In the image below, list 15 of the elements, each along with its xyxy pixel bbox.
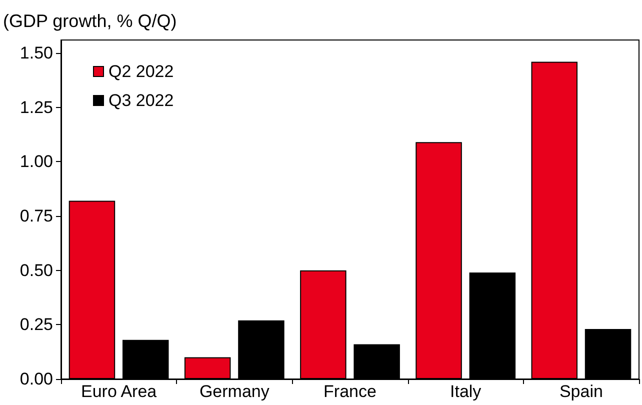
y-axis-title: (GDP growth, % Q/Q) [3,11,177,31]
y-tick-label: 0.50 [20,260,53,280]
x-tick-label: Italy [450,382,482,401]
x-tick-label: Euro Area [80,382,158,401]
y-tick-label: 1.25 [20,98,53,117]
y-tick-label: 0.00 [20,370,53,388]
x-tick-label: France [324,382,376,401]
y-tick-label: 1.50 [20,44,53,63]
legend-label: Q3 2022 [108,91,174,110]
y-tick-label: 0.25 [20,315,53,334]
y-tick-label: 1.00 [20,152,53,172]
y-tick-label: 0.75 [20,206,53,226]
x-tick-label: Spain [559,382,603,401]
legend-label: Q2 2022 [108,62,174,81]
x-tick-label: Germany [199,382,270,401]
